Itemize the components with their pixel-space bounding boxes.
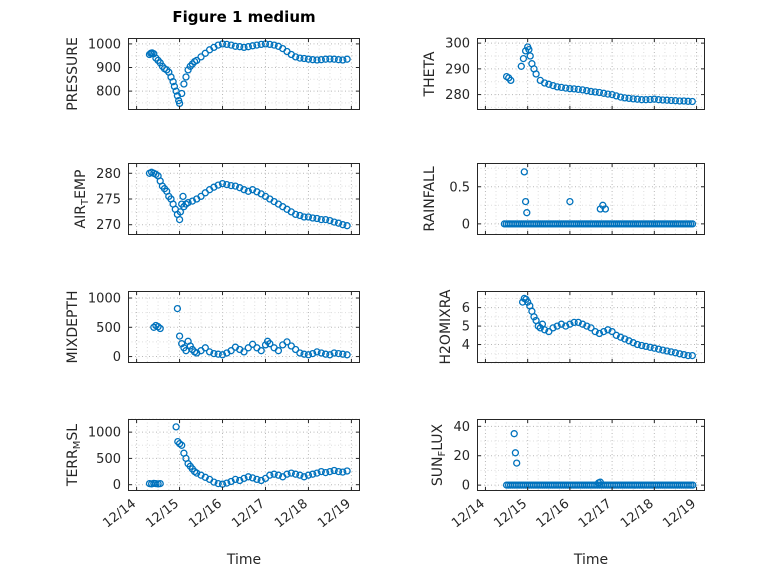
subplot-terr-msl: 0 500 1000 12/14 12/15 12/16 12/17 12/18 12/19 TE… — [65, 418, 360, 531]
svg-text:280: 280 — [96, 167, 121, 182]
svg-text:500: 500 — [96, 321, 121, 336]
subplot-air-temp: 270 275 280 AIRTEMP — [73, 163, 360, 235]
svg-text:12/17: 12/17 — [576, 496, 615, 531]
svg-text:300: 300 — [445, 37, 470, 52]
svg-text:12/16: 12/16 — [534, 496, 573, 531]
svg-text:PRESSURE: PRESSURE — [65, 37, 81, 111]
svg-text:12/14: 12/14 — [100, 496, 139, 531]
svg-text:12/15: 12/15 — [491, 496, 530, 531]
svg-text:900: 900 — [96, 61, 121, 76]
svg-text:290: 290 — [445, 62, 470, 77]
svg-text:H2OMIXRA: H2OMIXRA — [438, 289, 454, 364]
figure-title: Figure 1 medium — [172, 8, 316, 26]
svg-text:1000: 1000 — [88, 292, 121, 307]
svg-text:0: 0 — [462, 479, 470, 494]
svg-text:12/18: 12/18 — [272, 496, 311, 531]
subplot-sun-flux: 0 20 40 12/14 12/15 12/16 12/17 12/18 12/19 SUNFL… — [430, 419, 705, 531]
subplot-theta: 280 290 300 THETA — [422, 37, 705, 110]
svg-text:12/19: 12/19 — [660, 496, 699, 531]
svg-text:AIRTEMP: AIRTEMP — [73, 170, 91, 229]
svg-text:5: 5 — [462, 320, 470, 335]
subplot-mixdepth: 0 500 1000 MIXDEPTH — [65, 291, 360, 365]
svg-text:1000: 1000 — [88, 37, 121, 52]
svg-text:12/17: 12/17 — [229, 496, 268, 531]
subplot-h2omixra: 4 5 6 H2OMIXRA — [438, 289, 705, 365]
svg-text:0.5: 0.5 — [449, 180, 470, 195]
svg-text:0: 0 — [113, 478, 121, 493]
svg-text:800: 800 — [96, 85, 121, 100]
svg-text:270: 270 — [96, 218, 121, 233]
svg-text:TERRMSL: TERRMSL — [65, 424, 83, 487]
svg-text:1000: 1000 — [88, 426, 121, 441]
svg-text:RAINFALL: RAINFALL — [422, 166, 438, 231]
svg-text:12/16: 12/16 — [186, 496, 225, 531]
xlabel-time-right: Time — [573, 552, 609, 568]
svg-text:0: 0 — [113, 350, 121, 365]
svg-text:12/15: 12/15 — [143, 496, 182, 531]
xlabel-time-left: Time — [226, 552, 262, 568]
svg-text:12/14: 12/14 — [449, 496, 488, 531]
svg-text:6: 6 — [462, 301, 470, 316]
svg-text:500: 500 — [96, 452, 121, 467]
svg-text:12/19: 12/19 — [315, 496, 354, 531]
svg-text:40: 40 — [453, 420, 470, 435]
svg-text:0: 0 — [462, 217, 470, 232]
svg-text:12/18: 12/18 — [618, 496, 657, 531]
svg-text:280: 280 — [445, 88, 470, 103]
svg-text:MIXDEPTH: MIXDEPTH — [65, 291, 81, 364]
svg-text:4: 4 — [462, 338, 470, 353]
svg-text:SUNFLUX: SUNFLUX — [430, 423, 448, 486]
svg-text:THETA: THETA — [422, 51, 438, 97]
subplot-pressure: 800 900 1000 PRESSURE — [65, 37, 360, 111]
subplot-rainfall: 0 0.5 RAINFALL — [422, 163, 705, 235]
svg-text:20: 20 — [453, 449, 470, 464]
svg-text:275: 275 — [96, 193, 121, 208]
